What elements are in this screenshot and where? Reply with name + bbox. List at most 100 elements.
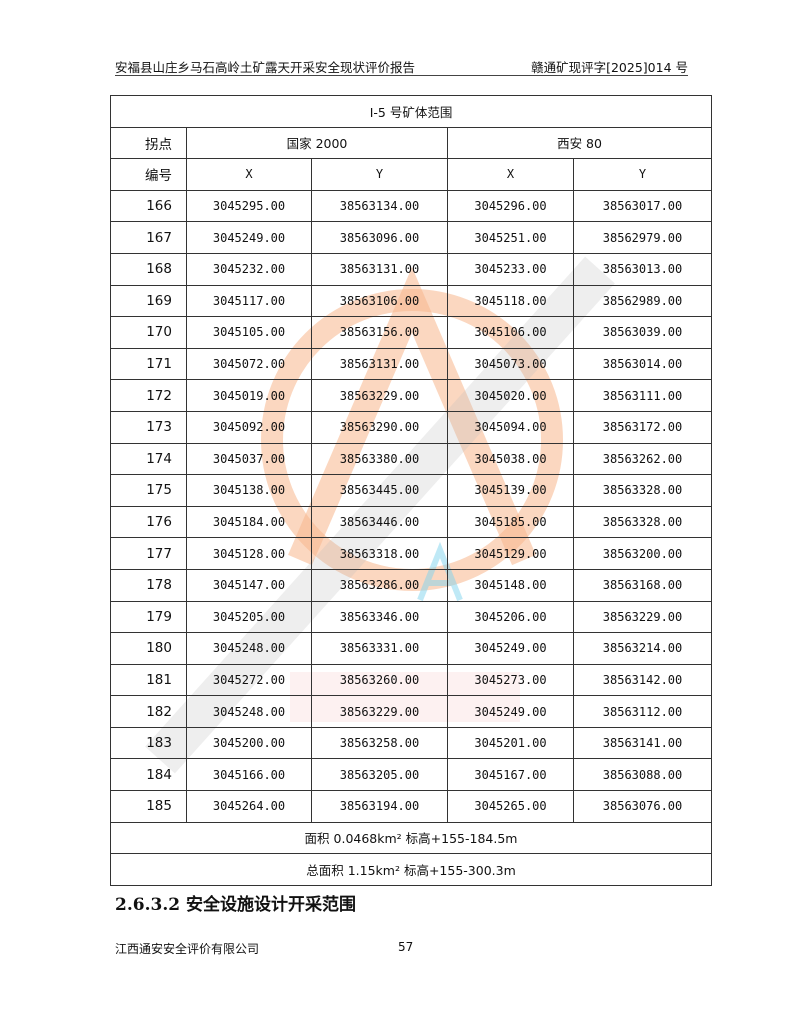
table-row: 177 3045128.00 38563318.00 3045129.00 385632…: [110, 537, 713, 570]
area-row: 面积 0.0468km² 标高+155-184.5m: [109, 821, 713, 855]
x-cgcs2000: 3045117.00: [186, 284, 312, 318]
y-xian80: 38562979.00: [572, 221, 713, 254]
x-cgcs2000: 3045205.00: [186, 600, 312, 634]
x-xian80: 3045106.00: [447, 316, 574, 349]
report-title: 安福县山庄乡马石高岭土矿露天开采安全现状评价报告: [115, 60, 416, 75]
table-row: 176 3045184.00 38563446.00 3045185.00 385633…: [110, 505, 713, 539]
point-number: 180: [110, 632, 187, 665]
x-xian80: 3045020.00: [447, 379, 574, 412]
coordinate-table: I-5 号矿体范围 拐点 国家 2000 西安 80 编号 X Y X Y 16…: [109, 95, 713, 886]
x-cgcs2000: 3045272.00: [186, 663, 312, 697]
y-cgcs2000: 38563096.00: [311, 221, 448, 254]
y-cgcs2000: 38563229.00: [311, 379, 448, 412]
col-y-a: Y: [311, 158, 448, 191]
x-xian80: 3045251.00: [447, 221, 574, 254]
y-cgcs2000: 38563380.00: [311, 442, 448, 476]
x-xian80: 3045185.00: [447, 505, 574, 539]
y-xian80: 38563014.00: [572, 347, 713, 381]
point-number: 183: [110, 726, 187, 760]
table-row: 174 3045037.00 38563380.00 3045038.00 385632…: [110, 442, 713, 476]
x-xian80: 3045296.00: [447, 189, 574, 223]
y-xian80: 38563168.00: [572, 568, 713, 602]
x-cgcs2000: 3045184.00: [186, 505, 312, 539]
col-number-header: 编号: [110, 158, 187, 191]
y-cgcs2000: 38563260.00: [311, 663, 448, 697]
x-cgcs2000: 3045264.00: [186, 790, 312, 823]
x-cgcs2000: 3045138.00: [186, 474, 312, 507]
point-number: 175: [110, 474, 187, 507]
x-cgcs2000: 3045166.00: [186, 758, 312, 792]
table-row: 179 3045205.00 38563346.00 3045206.00 385632…: [110, 600, 713, 634]
x-xian80: 3045249.00: [447, 695, 574, 728]
total-area-row: 总面积 1.15km² 标高+155-300.3m: [109, 853, 713, 886]
page-number: 57: [398, 940, 414, 954]
y-cgcs2000: 38563258.00: [311, 726, 448, 760]
x-xian80: 3045201.00: [447, 726, 574, 760]
y-cgcs2000: 38563106.00: [311, 284, 448, 318]
section-heading: 2.6.3.2 安全设施设计开采范围: [115, 895, 356, 915]
y-cgcs2000: 38563131.00: [311, 252, 448, 286]
x-cgcs2000: 3045019.00: [186, 379, 312, 412]
point-number: 171: [110, 347, 187, 381]
point-number: 174: [110, 442, 187, 476]
y-xian80: 38563229.00: [572, 600, 713, 634]
x-xian80: 3045249.00: [447, 632, 574, 665]
y-xian80: 38563200.00: [572, 537, 713, 570]
page-header: 安福县山庄乡马石高岭土矿露天开采安全现状评价报告 赣通矿现评字[2025]014…: [115, 55, 688, 76]
point-number: 169: [110, 284, 187, 318]
point-number: 168: [110, 252, 187, 286]
table-row: 173 3045092.00 38563290.00 3045094.00 385631…: [110, 410, 713, 444]
x-cgcs2000: 3045295.00: [186, 189, 312, 223]
table-row: 185 3045264.00 38563194.00 3045265.00 385630…: [110, 790, 713, 823]
x-xian80: 3045094.00: [447, 410, 574, 444]
y-xian80: 38563142.00: [572, 663, 713, 697]
y-xian80: 38563172.00: [572, 410, 713, 444]
point-number: 173: [110, 410, 187, 444]
document-number: 赣通矿现评字[2025]014 号: [531, 60, 688, 75]
x-xian80: 3045129.00: [447, 537, 574, 570]
x-xian80: 3045233.00: [447, 252, 574, 286]
table-row: 166 3045295.00 38563134.00 3045296.00 385630…: [110, 189, 713, 223]
table-row: 168 3045232.00 38563131.00 3045233.00 385630…: [110, 252, 713, 286]
col-y-b: Y: [572, 158, 713, 191]
y-xian80: 38563262.00: [572, 442, 713, 476]
x-cgcs2000: 3045248.00: [186, 695, 312, 728]
x-xian80: 3045139.00: [447, 474, 574, 507]
table-title: I-5 号矿体范围: [109, 95, 713, 128]
x-cgcs2000: 3045092.00: [186, 410, 312, 444]
y-cgcs2000: 38563318.00: [311, 537, 448, 570]
point-number: 185: [110, 790, 187, 823]
table-row: 171 3045072.00 38563131.00 3045073.00 385630…: [110, 347, 713, 381]
x-xian80: 3045206.00: [447, 600, 574, 634]
y-xian80: 38563017.00: [572, 189, 713, 223]
y-cgcs2000: 38563194.00: [311, 790, 448, 823]
y-xian80: 38563039.00: [572, 316, 713, 349]
table-row: 170 3045105.00 38563156.00 3045106.00 385630…: [110, 316, 713, 349]
y-cgcs2000: 38563445.00: [311, 474, 448, 507]
y-cgcs2000: 38563286.00: [311, 568, 448, 602]
point-number: 166: [110, 189, 187, 223]
x-cgcs2000: 3045105.00: [186, 316, 312, 349]
y-xian80: 38563141.00: [572, 726, 713, 760]
x-xian80: 3045265.00: [447, 790, 574, 823]
x-xian80: 3045273.00: [447, 663, 574, 697]
footer-company: 江西通安安全评价有限公司: [115, 942, 260, 956]
y-cgcs2000: 38563205.00: [311, 758, 448, 792]
x-xian80: 3045073.00: [447, 347, 574, 381]
x-xian80: 3045038.00: [447, 442, 574, 476]
group-xian80: 西安 80: [446, 126, 713, 160]
x-cgcs2000: 3045200.00: [186, 726, 312, 760]
y-xian80: 38563328.00: [572, 505, 713, 539]
table-row: 184 3045166.00 38563205.00 3045167.00 385630…: [110, 758, 713, 792]
table-row: 169 3045117.00 38563106.00 3045118.00 385629…: [110, 284, 713, 318]
x-cgcs2000: 3045147.00: [186, 568, 312, 602]
table-row: 167 3045249.00 38563096.00 3045251.00 385629…: [110, 221, 713, 254]
group-cgcs2000: 国家 2000: [186, 126, 448, 160]
point-number: 178: [110, 568, 187, 602]
y-xian80: 38563013.00: [572, 252, 713, 286]
y-cgcs2000: 38563290.00: [311, 410, 448, 444]
point-number: 176: [110, 505, 187, 539]
point-number: 167: [110, 221, 187, 254]
x-xian80: 3045118.00: [447, 284, 574, 318]
table-row: 172 3045019.00 38563229.00 3045020.00 385631…: [110, 379, 713, 412]
